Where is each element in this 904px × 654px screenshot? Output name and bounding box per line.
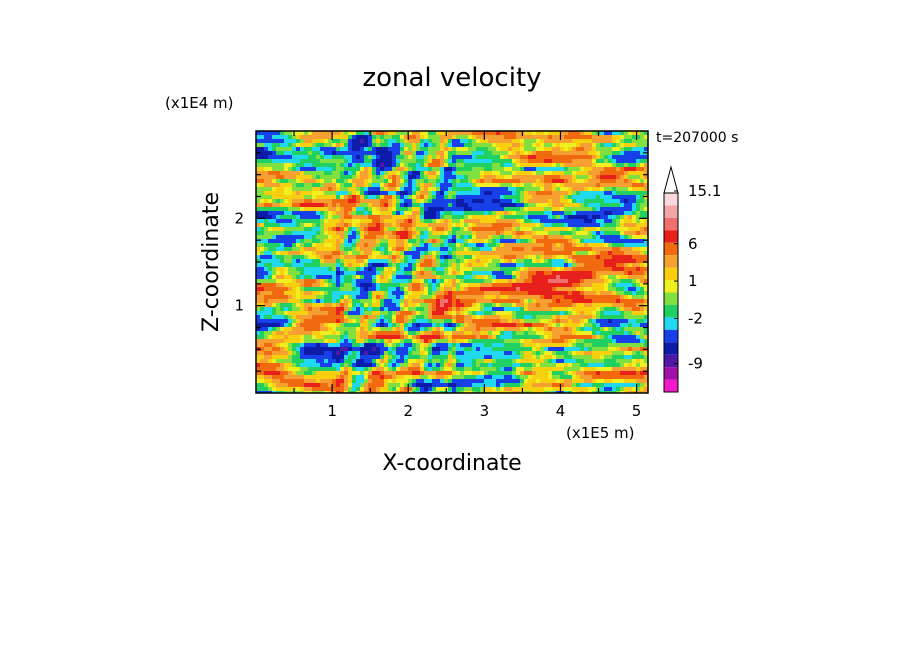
colorbar-extend-arrow [663, 165, 679, 194]
colorbar-swatch [664, 379, 678, 392]
colorbar-swatch [664, 329, 678, 343]
colorbar-swatch [664, 255, 678, 268]
colorbar-label: 1 [688, 272, 698, 290]
x-tick-label: 3 [480, 402, 490, 420]
colorbar: 15.1 6 1 -2 -9 [663, 165, 721, 393]
colorbar-swatch [664, 267, 678, 281]
colorbar-swatch [664, 217, 678, 231]
colorbar-swatch [664, 193, 678, 206]
colorbar-swatch [664, 317, 678, 330]
colorbar-frame [663, 192, 679, 393]
x-scale-label: (x1E5 m) [566, 424, 635, 442]
colorbar-label: 15.1 [688, 182, 721, 200]
x-tick-label: 4 [556, 402, 566, 420]
y-tick-label: 2 [234, 209, 244, 227]
colorbar-swatch [664, 280, 678, 293]
time-label: t=207000 s [656, 130, 738, 146]
x-tick-label: 2 [403, 402, 413, 420]
y-scale-label: (x1E4 m) [165, 94, 234, 112]
colorbar-label: -9 [688, 355, 703, 373]
y-axis: 12 [234, 152, 648, 372]
y-tick-label: 1 [234, 297, 244, 315]
colorbar-swatch [664, 205, 678, 218]
colorbar-swatch [664, 230, 678, 243]
colorbar-swatch [664, 292, 678, 305]
x-axis: 1 2 3 4 5 [293, 131, 642, 420]
colorbar-swatch [664, 354, 678, 368]
colorbar-swatch [664, 367, 678, 380]
colorbar-label: 6 [688, 235, 698, 253]
x-tick-label: 1 [327, 402, 337, 420]
colorbar-swatch [664, 342, 678, 355]
colorbar-label: -2 [688, 309, 703, 327]
colorbar-swatch [664, 304, 678, 318]
chart-title: zonal velocity [362, 63, 541, 93]
x-axis-label: X-coordinate [382, 451, 521, 476]
x-tick-label: 5 [632, 402, 642, 420]
velocity-field [256, 131, 648, 393]
y-axis-label: Z-coordinate [199, 192, 224, 332]
colorbar-swatch [664, 242, 678, 256]
